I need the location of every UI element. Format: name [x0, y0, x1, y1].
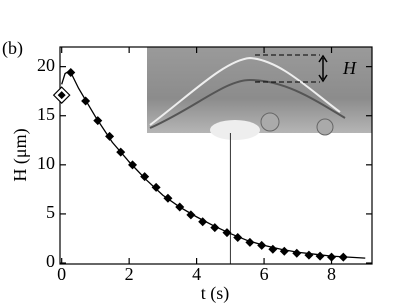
axes-frame: [59, 46, 373, 265]
y-tick-label: 10: [37, 153, 55, 173]
y-axis-label: H (μm): [10, 128, 31, 181]
inset-photo: H: [147, 47, 372, 140]
data-point: [66, 68, 76, 78]
x-tick-label: 0: [57, 264, 66, 284]
open-marker-core: [57, 91, 66, 100]
panel-label: (b): [2, 38, 23, 59]
x-axis-label: t (s): [201, 283, 230, 304]
x-tick-label: 4: [192, 264, 201, 284]
x-tick-label: 6: [260, 264, 269, 284]
data-point: [151, 182, 161, 192]
data-point: [257, 240, 267, 250]
x-tick-label: 8: [327, 264, 336, 284]
data-point: [315, 251, 325, 261]
y-tick-label: 0: [46, 251, 55, 271]
x-tick-label: 2: [125, 264, 134, 284]
data-point: [327, 252, 337, 262]
y-tick-label: 5: [46, 202, 55, 222]
data-point: [304, 250, 314, 260]
y-tick-label: 15: [37, 104, 55, 124]
inset-label: H: [342, 58, 357, 78]
y-tick-label: 20: [37, 55, 55, 75]
fit-line: [61, 70, 366, 259]
data-point: [279, 246, 289, 256]
data-point: [292, 248, 302, 258]
data-point: [140, 172, 150, 182]
